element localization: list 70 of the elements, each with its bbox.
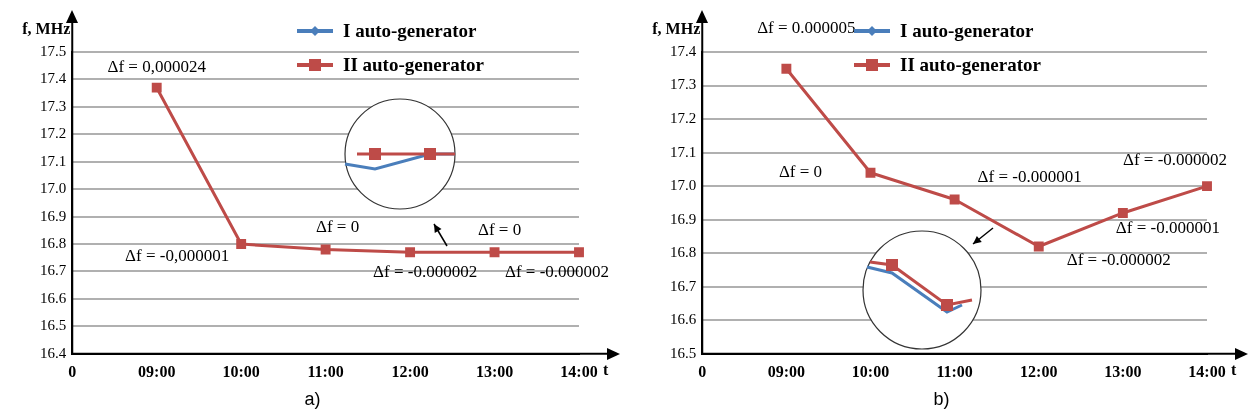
point: [236, 239, 247, 249]
legend-label: I auto-generator: [343, 19, 477, 43]
y-axis-title: f, MHz: [652, 20, 701, 38]
x-tick-label: 10:00: [222, 362, 260, 380]
text: b): [932, 389, 951, 410]
annotation: Δf = 0: [477, 219, 522, 239]
legend-label: I auto-generator: [900, 19, 1034, 43]
annotation: Δf = -0,000001: [125, 245, 230, 265]
point: [949, 194, 960, 205]
x-tick-label: 14:00: [560, 362, 598, 380]
x-tick-label: 10:00: [851, 362, 890, 380]
y-tick-label: 16.5: [670, 344, 697, 361]
y-tick-label: 17.4: [670, 42, 697, 59]
point: [489, 247, 500, 258]
y-tick-label: 17.0: [670, 177, 697, 194]
y-tick-label: 16.7: [670, 277, 697, 294]
y-tick-label: 16.9: [670, 210, 697, 227]
y-tick-label: 17.1: [670, 143, 697, 160]
y-axis-title: f, MHz: [22, 20, 71, 38]
x-tick-label: 13:00: [1104, 362, 1142, 380]
annotation: Δf = -0.000002: [1122, 149, 1228, 169]
y-tick-label: 17.4: [40, 70, 67, 87]
y-tick-label: 16.6: [670, 311, 697, 328]
x-tick-label: 11:00: [936, 362, 973, 380]
point: [405, 247, 416, 258]
legend-label: II auto-generator: [900, 53, 1041, 77]
point: [1117, 208, 1128, 218]
annotation: Δf = -0.000001: [1115, 218, 1220, 238]
y-tick-label: 17.1: [40, 152, 67, 169]
annotation: Δf = 0,000024: [107, 57, 207, 77]
x-tick-label: 13:00: [475, 362, 514, 380]
y-tick-label: 16.8: [670, 244, 697, 261]
y-tick-label: 16.4: [40, 344, 67, 361]
point: [574, 247, 584, 258]
x-tick-label: 0: [68, 362, 77, 380]
text: a): [303, 389, 322, 410]
annotation: Δf = -0.000001: [977, 167, 1082, 187]
x-tick-label: 12:00: [1020, 362, 1058, 380]
y-tick-label: 16.6: [40, 289, 67, 306]
x-tick-label: 0: [698, 362, 707, 380]
y-tick-label: 17.2: [670, 110, 697, 126]
y-tick-label: 17.2: [40, 125, 67, 142]
x-axis-title: t: [603, 360, 609, 378]
point: [1202, 181, 1212, 192]
annotation: Δf = -0.000002: [504, 261, 610, 281]
point: [151, 82, 162, 93]
annotation: Δf = 0.000005: [757, 18, 856, 38]
y-tick-label: 16.7: [40, 262, 67, 279]
y-tick-label: 16.9: [40, 207, 67, 224]
y-tick-label: 17.3: [40, 97, 67, 114]
y-tick-label: 16.8: [40, 234, 67, 251]
annotation: Δf = 0: [778, 162, 823, 182]
x-tick-label: 14:00: [1188, 362, 1226, 380]
point: [320, 244, 331, 255]
point: [781, 63, 792, 74]
annotation: Δf = 0: [316, 217, 360, 237]
x-tick-label: 11:00: [307, 362, 344, 380]
x-tick-label: 09:00: [767, 362, 806, 380]
y-tick-label: 17.5: [40, 42, 67, 59]
x-tick-label: 09:00: [138, 362, 176, 380]
legend-label: II auto-generator: [343, 53, 484, 77]
y-tick-label: 17.0: [40, 180, 67, 197]
x-tick-label: 12:00: [391, 362, 429, 380]
x-axis-title: t: [1231, 360, 1237, 378]
y-tick-label: 16.5: [40, 317, 67, 334]
annotation: Δf = -0.000002: [1066, 249, 1171, 269]
annotation: Δf = -0.000002: [373, 261, 478, 281]
y-tick-label: 17.3: [670, 76, 697, 93]
point: [865, 167, 876, 178]
point: [1033, 241, 1044, 252]
